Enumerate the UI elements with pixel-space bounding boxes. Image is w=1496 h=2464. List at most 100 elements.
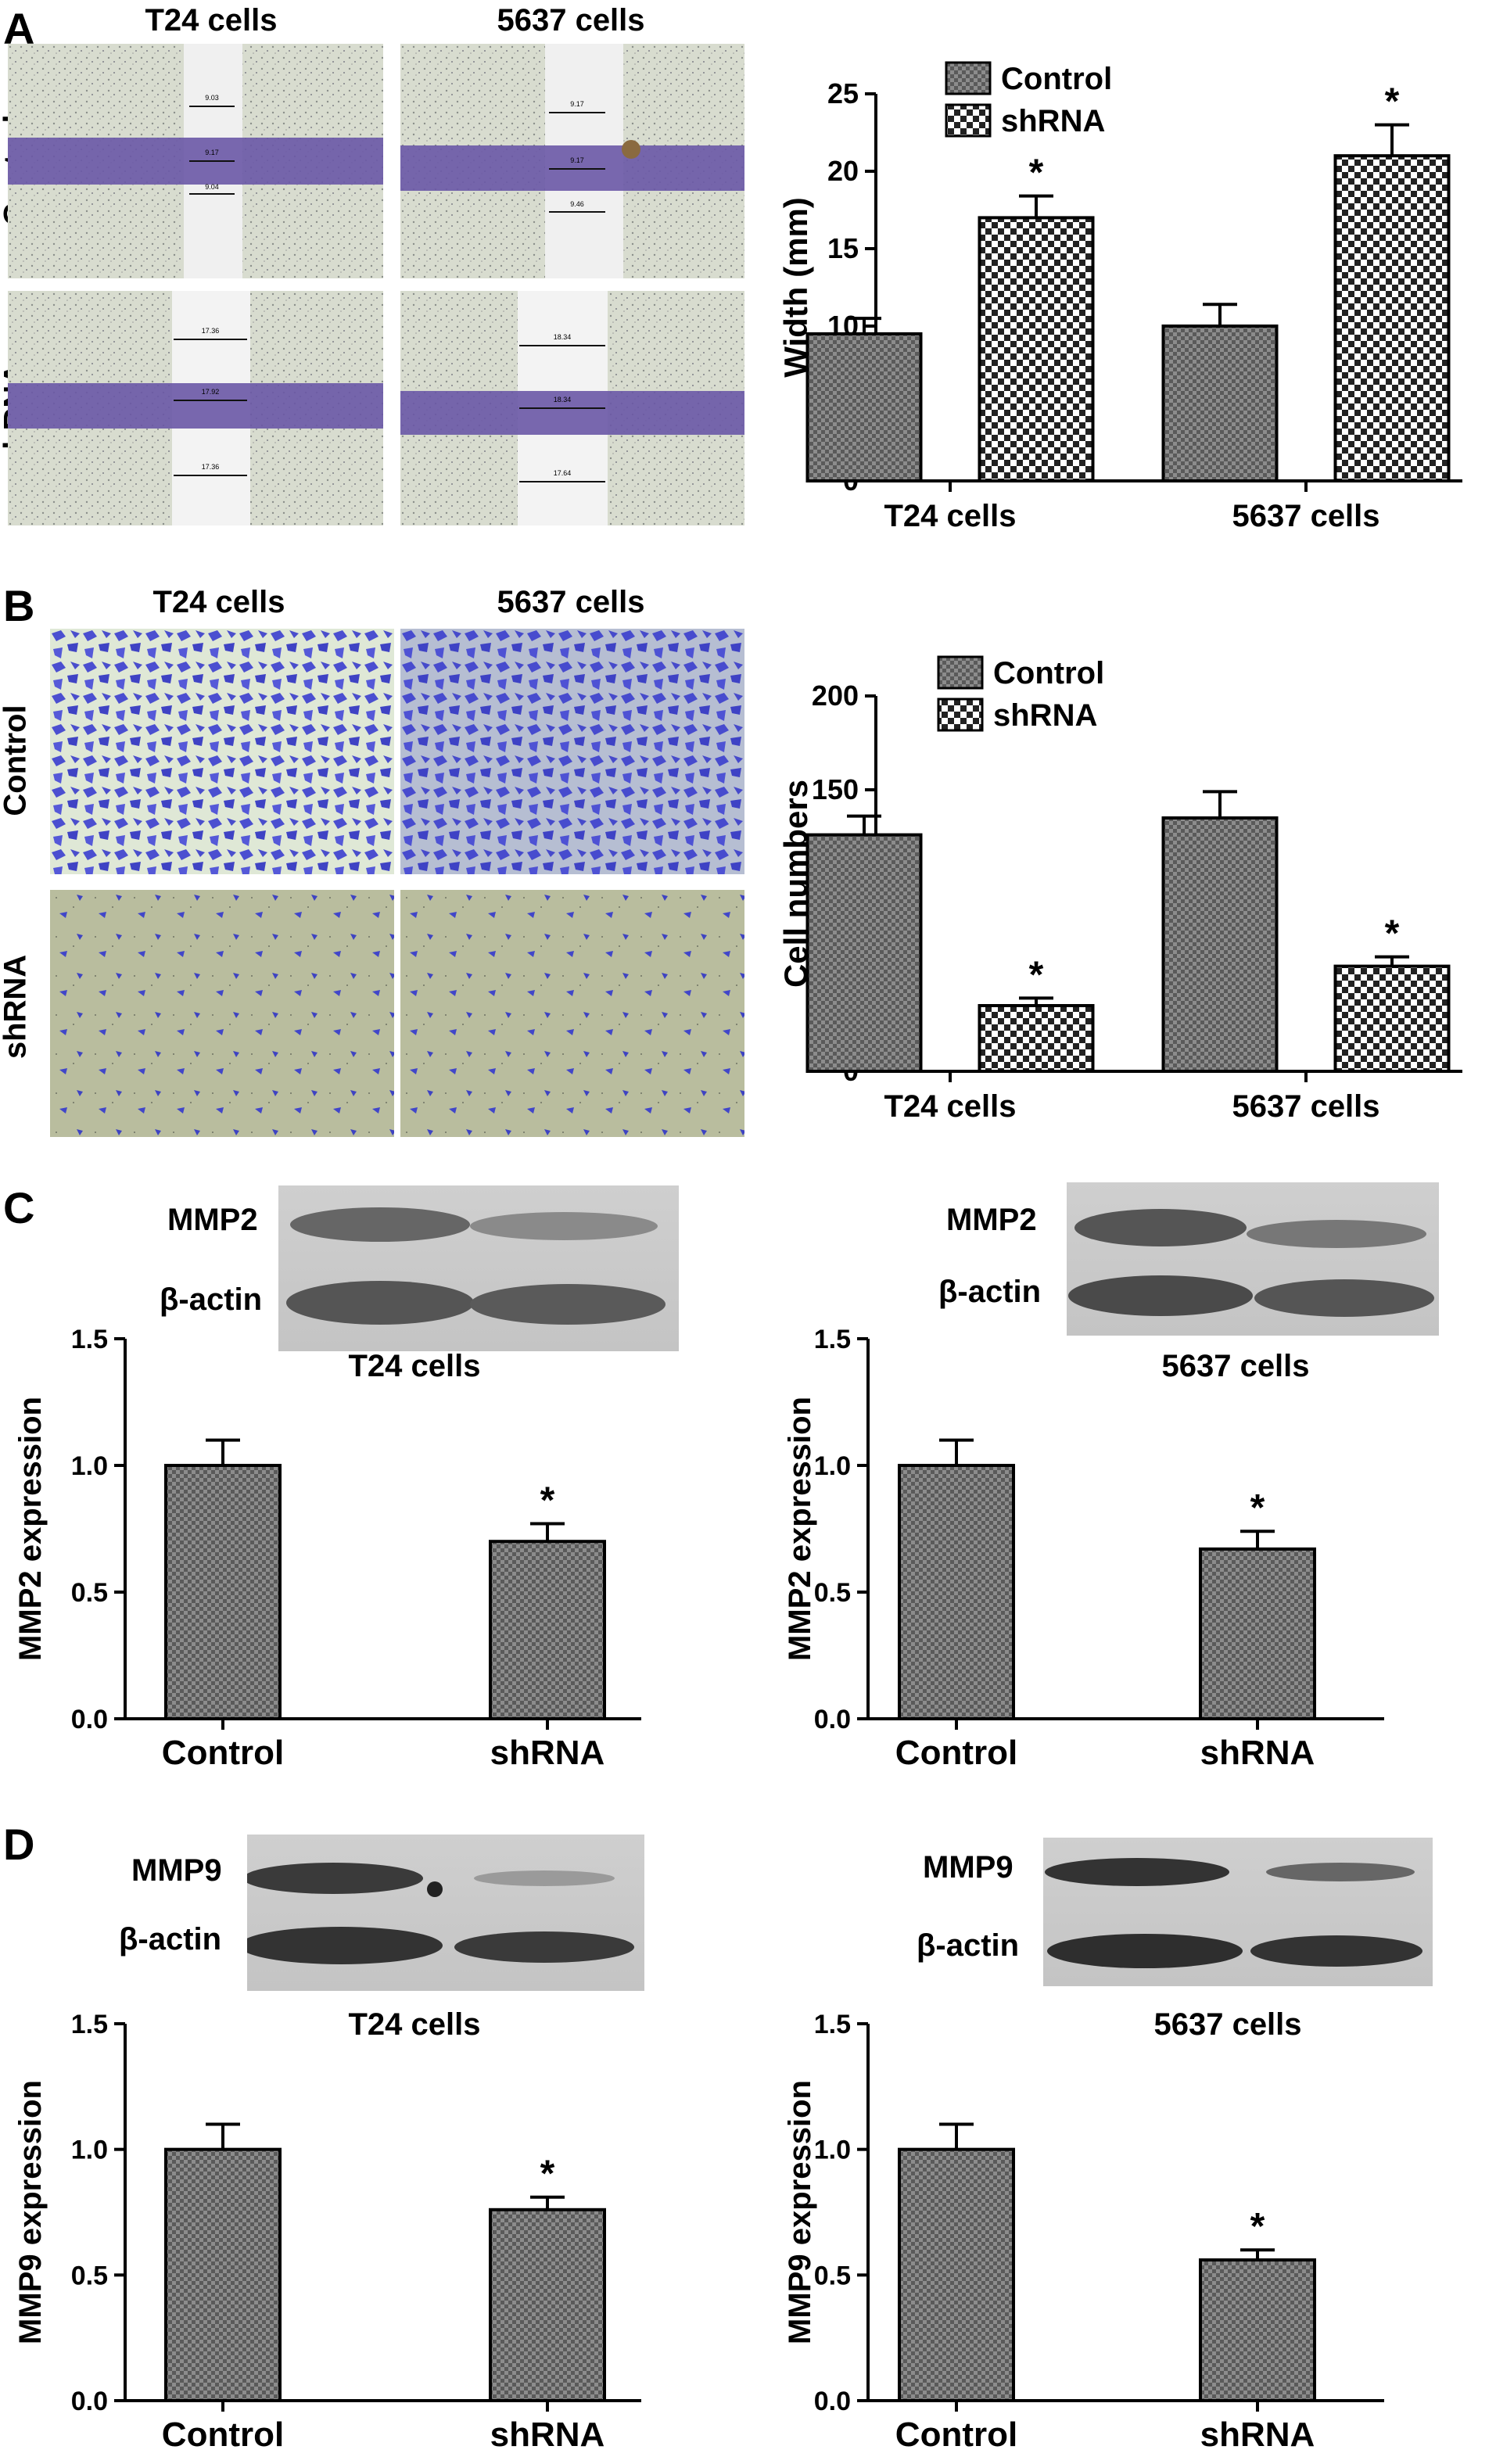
chart-title: T24 cells [348,2007,480,2042]
y-axis-label: MMP2 expression [13,1397,48,1661]
scratch-width-label: 18.34 [554,333,572,341]
panel-b-col-title-5637: 5637 cells [497,585,645,619]
chart-c-mmp2-t24: 0.0 0.5 1.0 1.5 MMP2 expression Control shRNA *… [13,1325,641,1772]
bar [164,2147,282,2403]
y-tick-label: 1.0 [71,2136,108,2165]
bar [1199,2258,1316,2403]
x-tick-label: 5637 cells [1232,1089,1379,1124]
legend-label: shRNA [993,698,1097,733]
chart-title: 5637 cells [1161,1349,1309,1383]
x-tick-label: Control [162,2416,284,2454]
y-tick-label: 20 [827,155,859,187]
panel-b-col-title-t24: T24 cells [152,585,285,619]
scratch-width-label: 9.17 [205,149,219,156]
blot-label-mmp2-t24: MMP2 [167,1203,258,1237]
panel-letter-b: B [3,581,35,630]
scratch-image-5637-control: 9.17 9.17 9.46 [400,44,744,278]
western-blot-mmp9-5637 [1043,1838,1433,1986]
y-tick-label: 1.5 [814,1325,851,1354]
bar [164,1464,282,1720]
chart-c-mmp2-5637: 0.0 0.5 1.0 1.5 MMP2 expression Control shRNA *… [783,1325,1384,1772]
transwell-image-5637-control [400,629,744,874]
blot-label-mmp9-t24: MMP9 [131,1853,222,1888]
legend-label: Control [1001,62,1112,96]
legend-swatch [945,61,992,95]
y-tick-label: 0.5 [71,1578,108,1608]
panel-b-row-label-shrna: shRNA [0,954,33,1060]
panel-a-col-title-t24: T24 cells [145,3,278,38]
chart-d-mmp9-5637: 0.0 0.5 1.0 1.5 MMP9 expression Control shRNA *… [783,2007,1384,2454]
legend-swatch [945,103,992,138]
bar [1161,325,1279,482]
scratch-width-label: 17.36 [202,463,220,471]
y-axis-label: MMP9 expression [13,2080,48,2344]
panel-letter-c: C [3,1183,35,1232]
y-tick-label: 0.0 [71,2387,108,2416]
x-tick-label: shRNA [490,2416,605,2454]
scratch-width-label: 17.92 [202,388,220,396]
significance-marker: * [1250,2206,1265,2247]
bar [805,332,923,482]
scratch-width-label: 17.64 [554,469,572,477]
y-tick-label: 0.0 [71,1705,108,1734]
significance-marker: * [1385,913,1400,955]
x-tick-label: shRNA [1200,2416,1315,2454]
x-tick-label: Control [895,2416,1017,2454]
chart-title: 5637 cells [1153,2007,1301,2042]
x-tick-label: Control [162,1734,284,1772]
scratch-image-t24-shrna: 17.36 17.92 17.36 [8,291,383,525]
legend-label: shRNA [1001,104,1105,138]
y-tick-label: 200 [812,680,859,712]
blot-label-actin-5637: β-actin [917,1928,1020,1963]
legend-label: Control [993,656,1104,690]
western-blot-mmp2-t24 [278,1185,679,1351]
scratch-width-label: 18.34 [554,396,572,403]
legend-swatch [937,698,984,732]
scratch-width-label: 17.36 [202,327,220,335]
bar [898,2147,1015,2403]
bar [1199,1547,1316,1721]
bar [489,2208,606,2402]
panel-b-row-label-control: Control [0,705,33,816]
y-axis-label: MMP9 expression [783,2080,817,2344]
y-tick-label: 1.0 [814,2136,851,2165]
western-blot-mmp9-t24 [247,1835,644,1991]
legend-swatch [937,655,984,690]
blot-label-mmp9-5637: MMP9 [923,1850,1013,1885]
y-tick-label: 25 [827,77,859,109]
bar [978,216,1095,482]
y-tick-label: 0.5 [71,2261,108,2290]
blot-label-actin-5637: β-actin [938,1275,1042,1309]
significance-marker: * [1029,152,1044,194]
chart-d-mmp9-t24: 0.0 0.5 1.0 1.5 MMP9 expression Control shRNA *… [13,2007,641,2454]
chart-title: T24 cells [348,1349,480,1383]
x-tick-label: Control [895,1734,1017,1772]
panel-a-col-title-5637: 5637 cells [497,3,645,38]
y-tick-label: 0.5 [814,2261,851,2290]
x-tick-label: T24 cells [884,1089,1016,1124]
transwell-image-t24-shrna [50,890,394,1137]
x-tick-label: T24 cells [884,499,1016,533]
bar [1333,154,1451,482]
y-tick-label: 1.5 [71,1325,108,1354]
y-tick-label: 0.0 [814,2387,851,2416]
bar [978,1004,1095,1073]
x-tick-label: shRNA [1200,1734,1315,1772]
transwell-image-5637-shrna [400,890,744,1137]
blot-label-actin-t24: β-actin [119,1922,222,1956]
x-tick-label: shRNA [490,1734,605,1772]
bar [1333,964,1451,1073]
y-tick-label: 1.5 [71,2010,108,2039]
blot-label-mmp2-5637: MMP2 [946,1203,1037,1237]
western-blot-mmp2-5637 [1067,1182,1439,1336]
bar [805,833,923,1073]
y-tick-label: 1.5 [814,2010,851,2039]
transwell-image-t24-control [50,629,394,874]
scratch-width-label: 9.04 [205,183,219,191]
panel-letter-d: D [3,1820,35,1869]
scratch-image-5637-shrna: 18.34 18.34 17.64 [400,291,744,525]
scratch-width-label: 9.46 [570,200,584,208]
bar [489,1540,606,1721]
